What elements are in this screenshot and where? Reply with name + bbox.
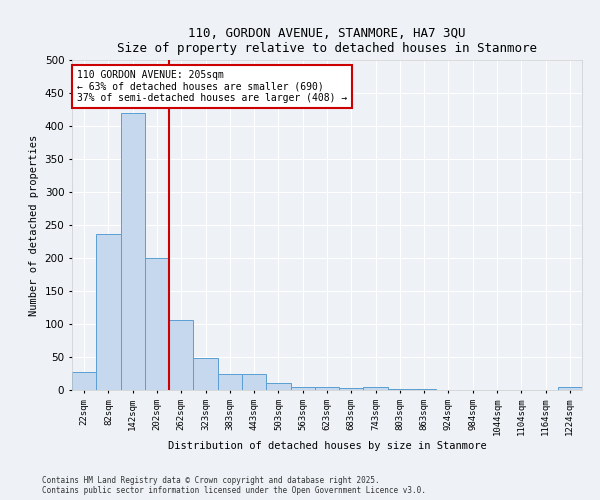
Text: 110 GORDON AVENUE: 205sqm
← 63% of detached houses are smaller (690)
37% of semi: 110 GORDON AVENUE: 205sqm ← 63% of detac… <box>77 70 347 103</box>
Bar <box>266 384 290 390</box>
Bar <box>339 388 364 390</box>
Bar <box>218 374 242 390</box>
X-axis label: Distribution of detached houses by size in Stanmore: Distribution of detached houses by size … <box>167 441 487 451</box>
Bar <box>169 320 193 390</box>
Y-axis label: Number of detached properties: Number of detached properties <box>29 134 39 316</box>
Bar <box>145 258 169 390</box>
Bar <box>290 386 315 390</box>
Bar <box>72 372 96 390</box>
Bar <box>193 358 218 390</box>
Bar <box>315 388 339 390</box>
Bar <box>558 388 582 390</box>
Title: 110, GORDON AVENUE, STANMORE, HA7 3QU
Size of property relative to detached hous: 110, GORDON AVENUE, STANMORE, HA7 3QU Si… <box>117 26 537 54</box>
Bar <box>121 113 145 390</box>
Bar <box>364 386 388 390</box>
Bar <box>96 234 121 390</box>
Text: Contains HM Land Registry data © Crown copyright and database right 2025.
Contai: Contains HM Land Registry data © Crown c… <box>42 476 426 495</box>
Bar <box>242 374 266 390</box>
